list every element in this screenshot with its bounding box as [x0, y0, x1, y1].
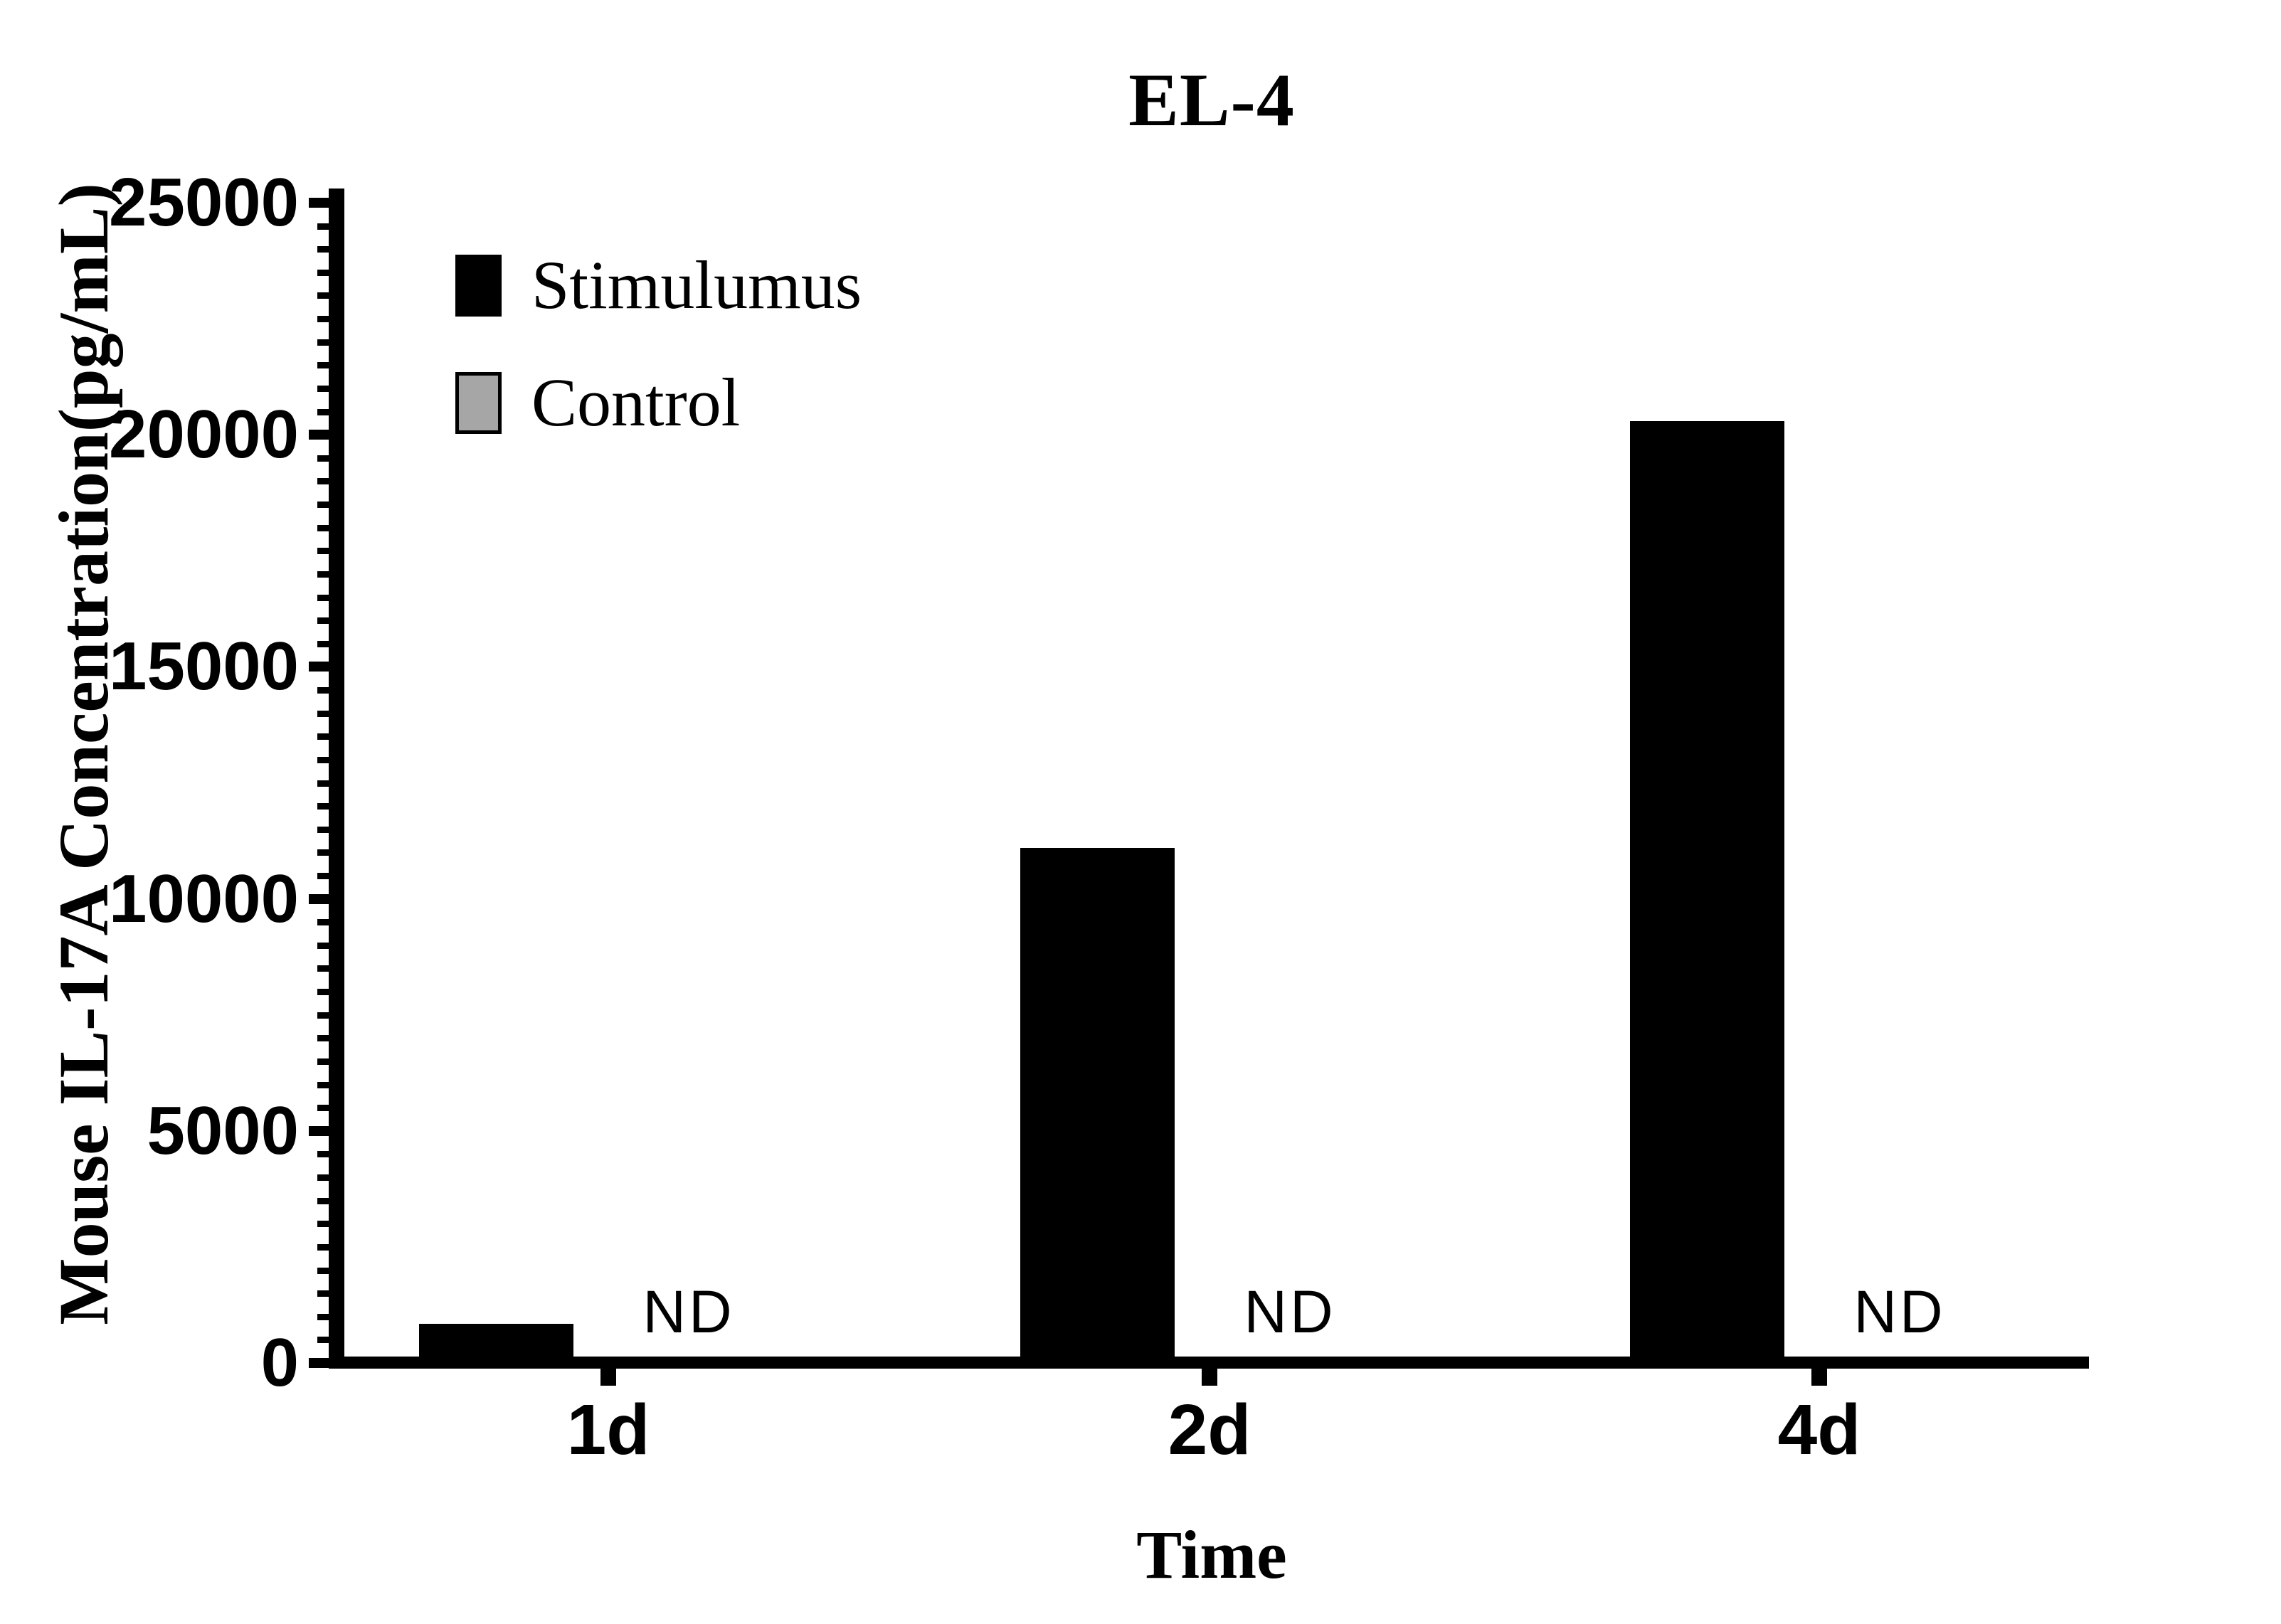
y-minor-tick — [317, 710, 329, 717]
nd-label-2d: ND — [1244, 1278, 1336, 1345]
y-major-tick — [309, 662, 329, 672]
y-minor-tick — [317, 455, 329, 462]
y-major-tick — [309, 893, 329, 904]
y-tick-label: 25000 — [109, 164, 299, 240]
y-minor-tick — [317, 548, 329, 555]
y-minor-tick — [317, 316, 329, 323]
y-minor-tick — [317, 1337, 329, 1344]
y-minor-tick — [317, 246, 329, 253]
y-minor-tick — [317, 478, 329, 485]
y-minor-tick — [317, 1081, 329, 1088]
y-minor-tick — [317, 1313, 329, 1320]
y-minor-tick — [317, 524, 329, 531]
y-minor-tick — [317, 942, 329, 949]
y-tick-label: 15000 — [109, 628, 299, 705]
stimulumus-swatch-icon — [455, 254, 502, 317]
y-minor-tick — [317, 385, 329, 392]
x-tick — [600, 1369, 616, 1386]
y-major-tick — [309, 1125, 329, 1136]
y-minor-tick — [317, 408, 329, 415]
y-minor-tick — [317, 1267, 329, 1274]
y-major-tick — [309, 198, 329, 208]
y-minor-tick — [317, 292, 329, 299]
y-minor-tick — [317, 872, 329, 879]
y-minor-tick — [317, 989, 329, 996]
y-minor-tick — [317, 269, 329, 276]
y-minor-tick — [317, 1174, 329, 1182]
y-minor-tick — [317, 640, 329, 647]
y-minor-tick — [317, 1290, 329, 1297]
y-minor-tick — [317, 803, 329, 810]
legend-row-stimulumus: Stimulumus — [455, 251, 862, 319]
x-tick-label: 2d — [1168, 1390, 1251, 1470]
y-minor-tick — [317, 1151, 329, 1158]
y-minor-tick — [317, 1058, 329, 1065]
y-minor-tick — [317, 1197, 329, 1204]
y-tick-label: 0 — [260, 1325, 299, 1401]
y-minor-tick — [317, 1243, 329, 1251]
legend-label-control: Control — [531, 364, 741, 440]
y-tick-label: 5000 — [147, 1092, 299, 1169]
y-minor-tick — [317, 617, 329, 625]
control-swatch-icon — [455, 371, 502, 434]
x-tick-label: 1d — [566, 1390, 650, 1470]
y-major-tick — [309, 430, 329, 440]
y-tick-label: 20000 — [109, 396, 299, 473]
y-minor-tick — [317, 594, 329, 601]
x-tick — [1811, 1369, 1827, 1386]
legend-row-control: Control — [455, 368, 740, 437]
y-minor-tick — [317, 687, 329, 694]
y-major-tick — [309, 1358, 329, 1368]
nd-label-1d: ND — [642, 1278, 735, 1345]
y-minor-tick — [317, 733, 329, 741]
y-minor-tick — [317, 1221, 329, 1228]
y-minor-tick — [317, 1035, 329, 1042]
bar-stimulumus-1d — [418, 1323, 573, 1363]
y-minor-tick — [317, 756, 329, 763]
chart-title: EL-4 — [1128, 58, 1295, 142]
bar-stimulumus-2d — [1020, 847, 1175, 1363]
x-tick — [1202, 1369, 1217, 1386]
legend-label-stimulumus: Stimulumus — [531, 247, 862, 323]
x-tick-label: 4d — [1777, 1390, 1861, 1470]
y-minor-tick — [317, 1105, 329, 1112]
y-minor-tick — [317, 570, 329, 578]
y-minor-tick — [317, 1012, 329, 1019]
x-axis-title: Time — [1136, 1517, 1287, 1593]
y-minor-tick — [317, 339, 329, 346]
y-minor-tick — [317, 780, 329, 787]
y-axis-spine — [329, 189, 344, 1369]
y-minor-tick — [317, 826, 329, 833]
y-tick-label: 10000 — [109, 860, 299, 937]
y-minor-tick — [317, 849, 329, 856]
bar-stimulumus-4d — [1629, 420, 1784, 1363]
y-minor-tick — [317, 223, 329, 230]
y-minor-tick — [317, 501, 329, 509]
nd-label-4d: ND — [1853, 1278, 1946, 1345]
y-minor-tick — [317, 362, 329, 369]
y-minor-tick — [317, 919, 329, 926]
y-minor-tick — [317, 965, 329, 972]
